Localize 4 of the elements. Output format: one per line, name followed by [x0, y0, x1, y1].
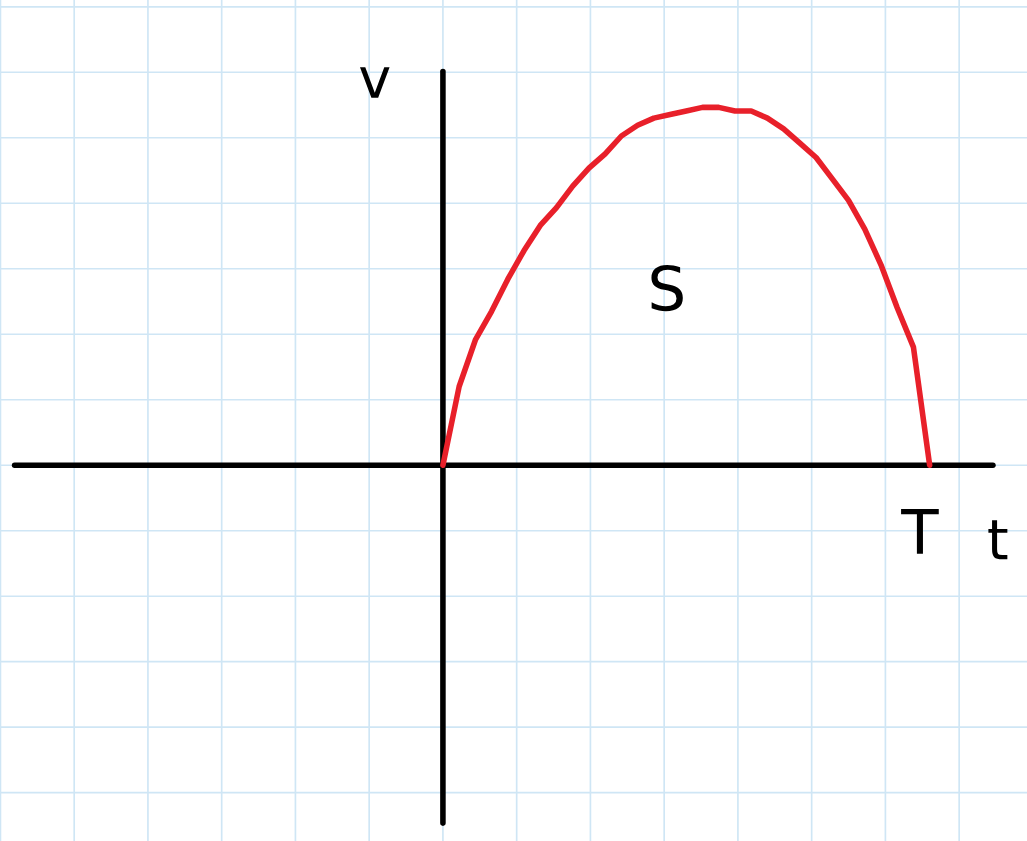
x-axis-title: t [988, 520, 1008, 560]
annotation: S [651, 264, 683, 312]
y-axis-title: v [360, 67, 390, 98]
text: T [901, 509, 939, 554]
